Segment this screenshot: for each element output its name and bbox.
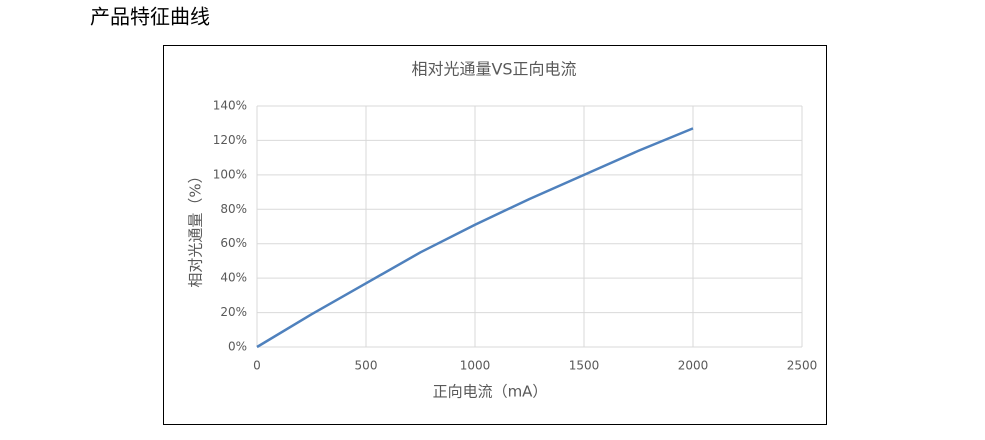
y-axis-label: 相对光通量（%） <box>187 168 205 287</box>
y-tick-label: 40% <box>220 271 247 285</box>
y-tick-label: 20% <box>220 305 247 319</box>
y-tick-label: 140% <box>213 99 247 113</box>
y-tick-label: 80% <box>220 202 247 216</box>
y-tick-label: 100% <box>213 167 247 181</box>
y-tick-label: 60% <box>220 236 247 250</box>
x-tick-label: 2000 <box>678 359 709 373</box>
x-tick-label: 1500 <box>569 359 600 373</box>
x-tick-label: 2500 <box>787 359 818 373</box>
chart-title: 相对光通量VS正向电流 <box>411 60 576 79</box>
data-line <box>256 127 694 349</box>
heading: 产品特征曲线 <box>90 5 210 29</box>
x-tick-label: 500 <box>355 359 378 373</box>
y-tick-label: 120% <box>213 133 247 147</box>
x-tick-label: 0 <box>253 359 261 373</box>
y-tick-label: 0% <box>228 340 247 354</box>
chart-frame <box>163 45 827 425</box>
x-tick-label: 1000 <box>460 359 491 373</box>
x-axis-label: 正向电流（mA） <box>433 383 548 401</box>
